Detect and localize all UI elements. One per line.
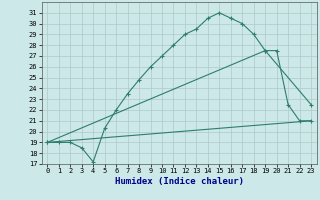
X-axis label: Humidex (Indice chaleur): Humidex (Indice chaleur) bbox=[115, 177, 244, 186]
